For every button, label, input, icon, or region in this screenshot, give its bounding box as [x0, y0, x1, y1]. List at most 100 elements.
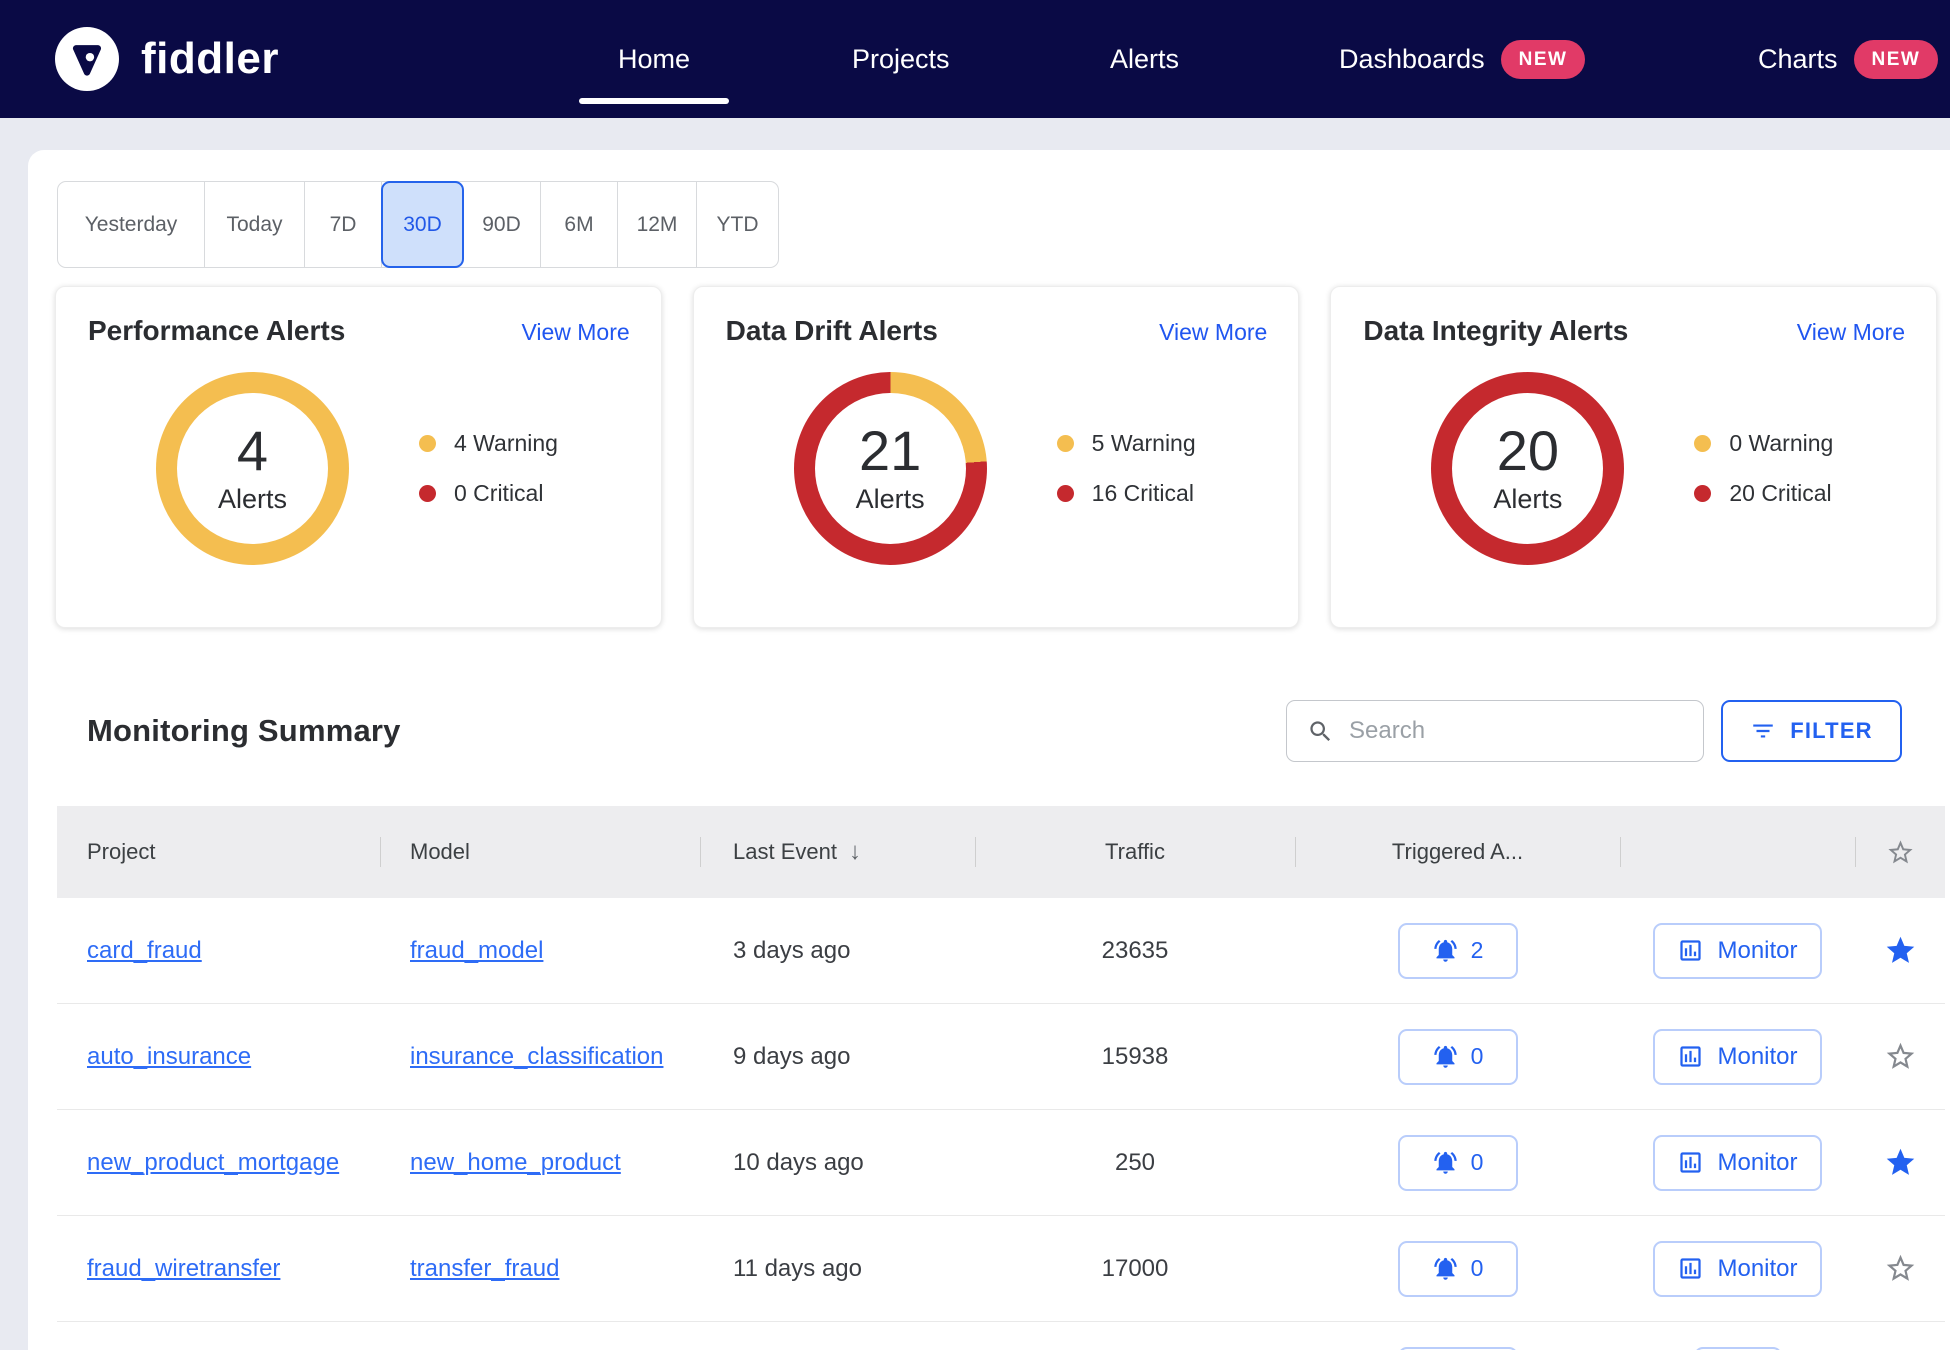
- fiddler-logo-icon: [55, 27, 119, 91]
- traffic-cell: 23635: [1101, 936, 1169, 964]
- project-link: auto_insurance: [87, 1042, 252, 1070]
- column-header-model[interactable]: Model: [380, 806, 700, 898]
- warning-legend: 4 Warning: [419, 430, 558, 457]
- warning-dot-icon: [419, 435, 436, 452]
- sort-descending-icon: ↓: [848, 838, 861, 865]
- last-event-cell: 11 days ago: [733, 1254, 862, 1282]
- warning-legend: 0 Warning: [1694, 430, 1833, 457]
- time-option-ytd[interactable]: YTD: [716, 212, 759, 236]
- time-option-30d[interactable]: 30D: [381, 181, 464, 268]
- monitor-button[interactable]: Monitor: [1653, 1028, 1822, 1085]
- search-box[interactable]: [1286, 700, 1704, 762]
- card-title: Data Integrity Alerts: [1363, 315, 1629, 346]
- table-row-partial: [57, 1322, 1945, 1350]
- monitor-button[interactable]: Monitor: [1653, 1240, 1822, 1297]
- table-row: card_fraud fraud_model 3 days ago 23635 …: [57, 898, 1945, 1004]
- view-more-link[interactable]: View More: [521, 319, 630, 345]
- chart-icon: [1680, 940, 1702, 961]
- chart-icon: [1680, 1258, 1702, 1279]
- bell-icon: [1433, 939, 1457, 962]
- favorite-star-icon[interactable]: [1884, 1146, 1917, 1179]
- nav-charts[interactable]: Charts NEW: [1758, 0, 1939, 118]
- time-option-12m[interactable]: 12M: [618, 182, 697, 267]
- triggered-alerts-button[interactable]: 0: [1397, 1028, 1518, 1085]
- time-option-90d[interactable]: 90D: [463, 182, 541, 267]
- triggered-alerts-button[interactable]: [1397, 1346, 1518, 1350]
- nav-projects[interactable]: Projects: [852, 43, 950, 74]
- model-link: new_home_product: [410, 1148, 621, 1176]
- time-option-today[interactable]: Today: [205, 182, 305, 267]
- monitor-button[interactable]: Monitor: [1653, 1134, 1822, 1191]
- monitoring-summary-table: Project Model Last Event ↓ Traffic Trigge…: [57, 806, 1945, 1350]
- warning-dot-icon: [1056, 435, 1074, 452]
- triggered-alerts-button[interactable]: 2: [1397, 922, 1518, 979]
- bell-icon: [1433, 1257, 1457, 1280]
- time-option-7d[interactable]: 7D: [305, 182, 382, 267]
- alert-count: 20: [1496, 418, 1559, 482]
- filter-icon: [1753, 724, 1773, 738]
- critical-legend: 20 Critical: [1694, 480, 1833, 507]
- column-header-favorite[interactable]: [1855, 806, 1945, 898]
- triggered-alerts-button[interactable]: 0: [1397, 1134, 1518, 1191]
- column-header-traffic[interactable]: Traffic: [975, 806, 1295, 898]
- traffic-cell: 17000: [1101, 1254, 1169, 1282]
- main-content: Yesterday Today 7D 30D 90D 6M 12M YTD Pe…: [28, 150, 1950, 1350]
- triggered-alerts-button[interactable]: 0: [1397, 1240, 1518, 1297]
- alert-count-label: Alerts: [1493, 484, 1563, 515]
- monitor-button[interactable]: Monitor: [1653, 922, 1822, 979]
- traffic-cell: 15938: [1101, 1042, 1169, 1070]
- nav-dashboards[interactable]: Dashboards NEW: [1339, 0, 1586, 118]
- top-nav: fiddler Home Projects Alerts Dashboards N…: [0, 0, 1950, 118]
- project-link: new_product_mortgage: [87, 1148, 340, 1176]
- alerts-donut-chart: 21 Alerts: [793, 372, 987, 565]
- search-icon: [1310, 720, 1331, 741]
- new-badge: NEW: [1853, 39, 1939, 79]
- search-input[interactable]: [1349, 717, 1683, 745]
- project-link: fraud_wiretransfer: [87, 1254, 281, 1282]
- table-row: new_product_mortgage new_home_product 10…: [57, 1110, 1945, 1216]
- performance-alerts-card: Performance Alerts View More 4 Alerts 4 …: [55, 286, 662, 628]
- critical-dot-icon: [419, 485, 436, 502]
- model-link: transfer_fraud: [410, 1254, 560, 1282]
- bell-icon: [1433, 1045, 1457, 1068]
- brand[interactable]: fiddler: [55, 0, 279, 118]
- column-header-triggered-alerts[interactable]: Triggered A...: [1295, 806, 1620, 898]
- monitor-button[interactable]: [1693, 1346, 1782, 1350]
- project-link: card_fraud: [87, 936, 202, 964]
- warning-dot-icon: [1694, 435, 1712, 452]
- column-header-project[interactable]: Project: [87, 839, 156, 864]
- critical-dot-icon: [1056, 485, 1074, 502]
- table-row: fraud_wiretransfer transfer_fraud 11 day…: [57, 1216, 1945, 1322]
- alert-count: 4: [236, 418, 269, 482]
- time-range-selector: Yesterday Today 7D 30D 90D 6M 12M YTD: [57, 181, 779, 268]
- time-option-6m[interactable]: 6M: [541, 182, 618, 267]
- alert-count: 21: [859, 418, 922, 482]
- favorite-star-icon[interactable]: [1884, 1252, 1917, 1285]
- view-more-link[interactable]: View More: [1796, 319, 1906, 345]
- column-header-last-event[interactable]: Last Event ↓: [700, 806, 975, 898]
- warning-legend: 5 Warning: [1056, 430, 1196, 457]
- page-title: Monitoring Summary: [87, 713, 401, 748]
- filter-button[interactable]: FILTER: [1721, 700, 1902, 762]
- data-drift-alerts-card: Data Drift Alerts View More 21 Alerts 5 …: [692, 286, 1300, 628]
- chart-icon: [1680, 1046, 1702, 1067]
- time-option-yesterday[interactable]: Yesterday: [58, 182, 205, 267]
- star-outline-icon: [1887, 839, 1913, 863]
- alert-count-label: Alerts: [855, 484, 925, 515]
- chart-icon: [1680, 1152, 1702, 1173]
- alert-count-label: Alerts: [217, 484, 288, 515]
- nav-alerts[interactable]: Alerts: [1110, 43, 1180, 74]
- last-event-cell: 9 days ago: [733, 1042, 851, 1070]
- nav-home[interactable]: Home: [618, 0, 690, 118]
- new-badge: NEW: [1500, 39, 1586, 79]
- favorite-star-icon[interactable]: [1884, 1040, 1917, 1073]
- table-row: auto_insurance insurance_classification …: [57, 1004, 1945, 1110]
- critical-dot-icon: [1694, 485, 1712, 502]
- favorite-star-icon[interactable]: [1884, 934, 1917, 967]
- brand-name: fiddler: [141, 34, 279, 83]
- view-more-link[interactable]: View More: [1159, 319, 1268, 345]
- alerts-donut-chart: 20 Alerts: [1431, 372, 1625, 565]
- alerts-donut-chart: 4 Alerts: [156, 372, 349, 565]
- table-header-row: Project Model Last Event ↓ Traffic Trigge…: [57, 806, 1945, 898]
